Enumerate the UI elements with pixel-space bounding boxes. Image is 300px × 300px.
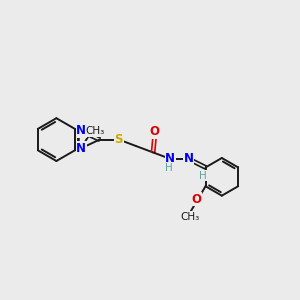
Text: O: O [150, 125, 160, 138]
Text: N: N [76, 124, 86, 137]
Text: CH₃: CH₃ [86, 127, 105, 136]
Text: S: S [115, 133, 123, 146]
Text: N: N [165, 152, 175, 165]
Text: H: H [165, 163, 172, 173]
Text: CH₃: CH₃ [181, 212, 200, 221]
Text: H: H [199, 171, 206, 181]
Text: O: O [191, 193, 201, 206]
Text: N: N [76, 142, 86, 155]
Text: N: N [183, 152, 194, 165]
